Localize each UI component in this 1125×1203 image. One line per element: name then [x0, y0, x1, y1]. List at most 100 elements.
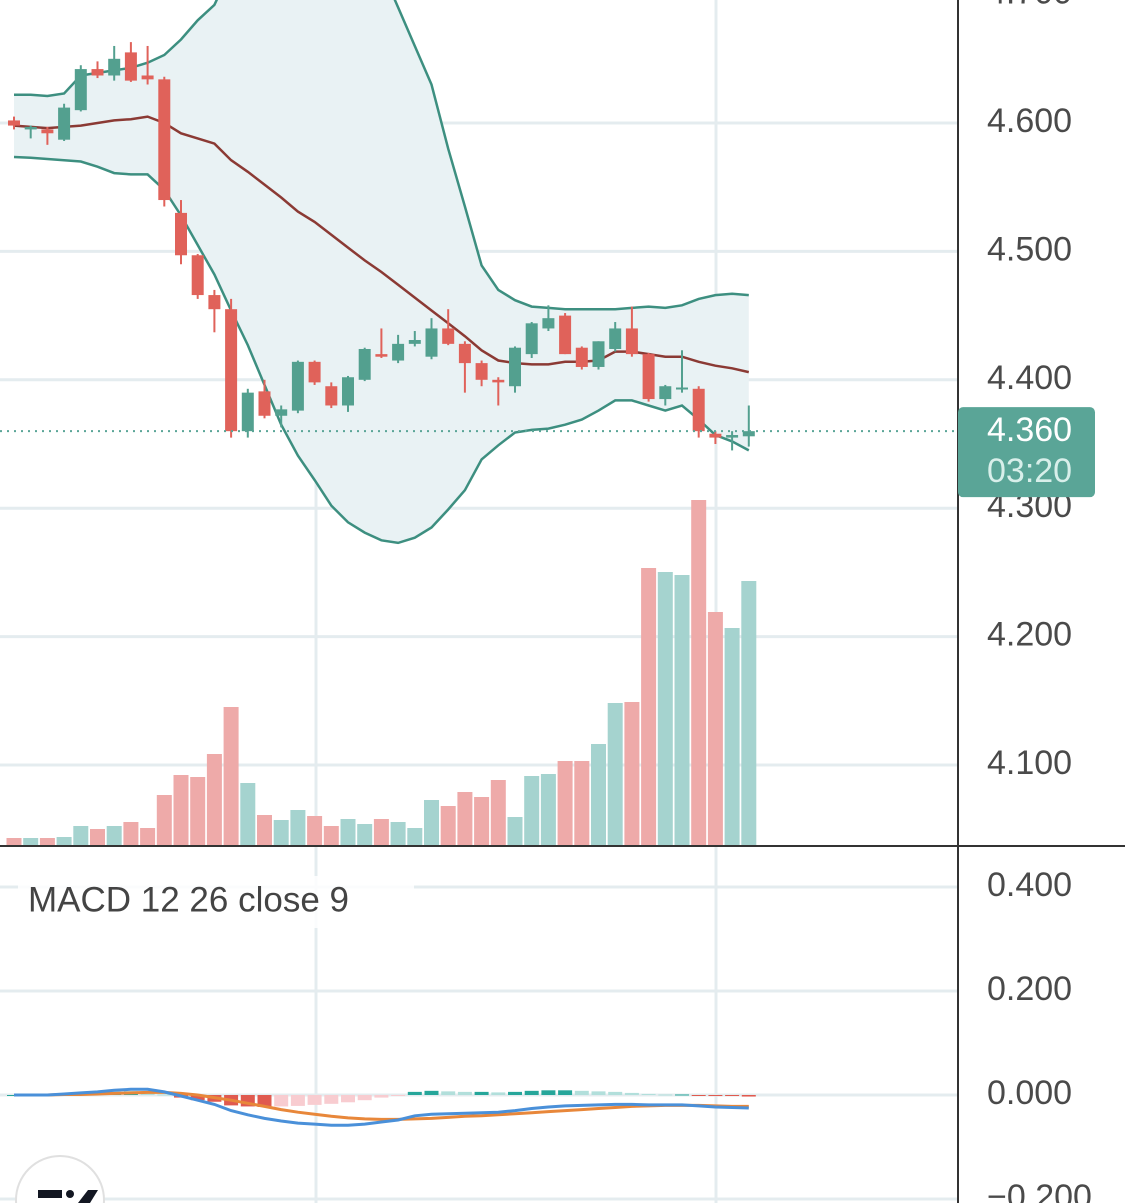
volume-bar: [457, 792, 473, 845]
volume-bar: [173, 775, 189, 845]
macd-title: MACD 12 26 close 9: [28, 880, 349, 919]
histogram-bar: [407, 1091, 422, 1095]
candle-body: [559, 315, 572, 355]
candle-body: [24, 126, 37, 130]
histogram-bar: [357, 1094, 372, 1101]
histogram-bar: [391, 1094, 406, 1096]
volume-bar: [424, 800, 439, 845]
histogram-bar: [457, 1091, 472, 1095]
grid: [0, 0, 958, 1203]
candle-body: [124, 52, 137, 81]
macd-line: [14, 1090, 749, 1121]
volume-bar: [257, 815, 272, 845]
histogram-bar: [190, 1094, 205, 1101]
histogram-bar: [290, 1094, 305, 1106]
histogram-bar: [641, 1093, 656, 1095]
volume-bar: [323, 826, 339, 845]
candle-body: [158, 79, 171, 201]
candle-body: [258, 391, 271, 416]
candle-body: [375, 354, 388, 357]
histogram-bar: [725, 1094, 740, 1097]
volume-bar: [307, 816, 323, 845]
volume-bar: [490, 780, 506, 845]
histogram-bar: [524, 1090, 539, 1095]
volume-bar: [641, 568, 657, 845]
candle-body: [509, 347, 521, 387]
histogram-bar: [558, 1090, 573, 1095]
y-tick-label: 0.200: [987, 970, 1072, 1008]
histogram-bar: [608, 1091, 623, 1095]
candle-body: [625, 328, 638, 355]
volume-bar: [724, 628, 740, 845]
volume-bar: [23, 838, 39, 845]
volume-bar: [741, 581, 757, 845]
volume-bar: [574, 761, 590, 845]
candle-body: [475, 363, 488, 380]
volume-bar: [707, 612, 723, 845]
candle-body: [442, 328, 455, 344]
logo-dot: [66, 1190, 74, 1198]
histogram-bar: [474, 1091, 489, 1095]
histogram-bar: [658, 1094, 673, 1096]
price-tag-box: [958, 407, 1095, 498]
volume-bar: [39, 838, 55, 845]
volume-bar: [190, 777, 206, 845]
candle-body: [609, 328, 622, 349]
volume-bar: [140, 828, 156, 845]
volume-bar: [440, 806, 456, 845]
candle-body: [8, 120, 20, 126]
candle-body: [525, 323, 538, 355]
y-tick-label: 4.100: [987, 744, 1072, 782]
histogram-bar: [274, 1094, 289, 1107]
y-tick-label: 0.400: [987, 866, 1072, 904]
histogram-bar: [240, 1094, 255, 1107]
candle-body: [41, 129, 54, 134]
histogram-bar: [708, 1094, 723, 1097]
candle-body: [175, 212, 187, 256]
volume-bar: [90, 829, 105, 845]
logo-mark: [78, 1190, 98, 1203]
histogram-bar: [157, 1094, 172, 1096]
price-axis: 4.7004.6004.5004.4004.3004.2004.1000.400…: [987, 0, 1092, 1203]
macd-pane: [7, 1087, 756, 1127]
candle-body: [275, 409, 288, 416]
volume-bar: [624, 702, 640, 845]
histogram-bar: [541, 1090, 556, 1095]
volume-bar: [507, 817, 523, 845]
candle-body: [291, 361, 304, 411]
candle-body: [108, 58, 121, 76]
volume-bar: [56, 837, 72, 845]
candle-body: [709, 433, 722, 438]
candle-body: [575, 347, 588, 367]
histogram-bar: [741, 1094, 756, 1097]
volume-bar: [357, 824, 373, 845]
candle-body: [91, 69, 104, 76]
histogram-bar: [574, 1090, 589, 1095]
volume-bar: [607, 703, 623, 845]
volume-bar: [290, 810, 306, 845]
volume-bar: [206, 754, 222, 845]
candle-body: [592, 341, 605, 367]
y-tick-label: 4.600: [987, 102, 1072, 140]
volume-bar: [557, 761, 573, 845]
candle-body: [492, 379, 505, 383]
y-tick-label: 4.200: [987, 616, 1072, 654]
candle-body: [325, 386, 338, 406]
volume-bar: [591, 744, 606, 845]
volume-bar: [223, 707, 239, 845]
logo[interactable]: [15, 1155, 105, 1203]
volume-bar: [674, 575, 690, 845]
candle-body: [692, 388, 705, 432]
volume-bar: [657, 572, 673, 845]
y-tick-label: 4.500: [987, 230, 1072, 268]
volume-bar: [73, 826, 89, 845]
bollinger-lower: [13, 155, 750, 545]
candle-body: [676, 387, 688, 390]
candle-body: [308, 361, 321, 383]
histogram-bar: [624, 1092, 639, 1095]
histogram-bar: [591, 1091, 606, 1095]
candle-body: [74, 69, 87, 111]
